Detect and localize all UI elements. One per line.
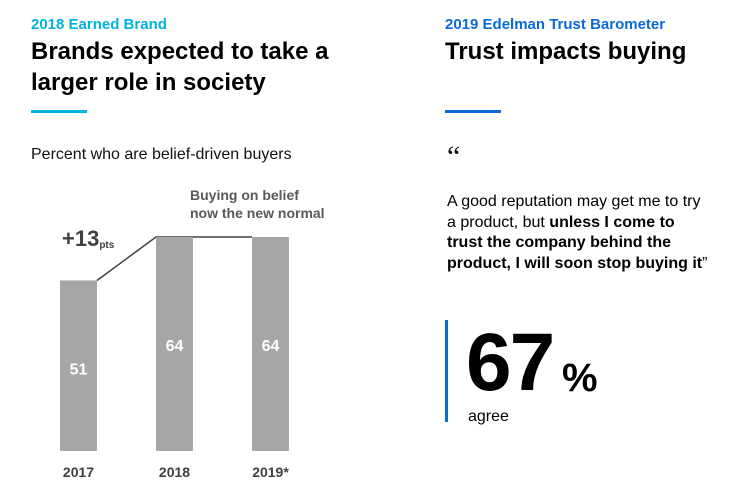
note-line-2: now the new normal	[190, 205, 325, 221]
belief-driven-buyers-chart: 51 2017 64 2018 64 2019* +13pts Buying on bel…	[60, 187, 325, 480]
stat-accent-rule	[445, 320, 448, 422]
bar-2019	[252, 237, 289, 451]
right-accent-rule	[445, 110, 501, 113]
bar-2017	[60, 280, 97, 451]
quote-close: ”	[702, 254, 708, 272]
increase-annotation: +13pts	[62, 226, 115, 251]
stat-caption: agree	[468, 408, 509, 425]
bar-label-2017: 51	[70, 361, 88, 378]
left-accent-rule	[31, 110, 87, 113]
stat-value: 67	[466, 317, 555, 408]
x-tick-2019: 2019*	[252, 464, 289, 480]
left-eyebrow: 2018 Earned Brand	[31, 16, 167, 33]
stat-unit: %	[562, 356, 598, 400]
quote-part-1: A good reputation may get me to try a pr…	[447, 193, 701, 231]
bar-label-2018: 64	[166, 338, 184, 355]
quote-emphasis: unless I come to trust the company behin…	[447, 213, 703, 272]
note-line-1: Buying on belief	[190, 187, 299, 203]
x-tick-2018: 2018	[159, 464, 190, 480]
left-headline: Brands expected to take a larger role in…	[31, 38, 329, 96]
right-headline: Trust impacts buying	[445, 38, 687, 65]
bar-2018	[156, 237, 193, 451]
right-eyebrow: 2019 Edelman Trust Barometer	[445, 16, 666, 33]
quote-text: A good reputation may get me to try a pr…	[447, 192, 712, 274]
chart-subtitle: Percent who are belief-driven buyers	[31, 146, 292, 163]
x-tick-2017: 2017	[63, 464, 94, 480]
quote-mark: “	[447, 140, 461, 173]
bar-label-2019: 64	[262, 338, 280, 355]
